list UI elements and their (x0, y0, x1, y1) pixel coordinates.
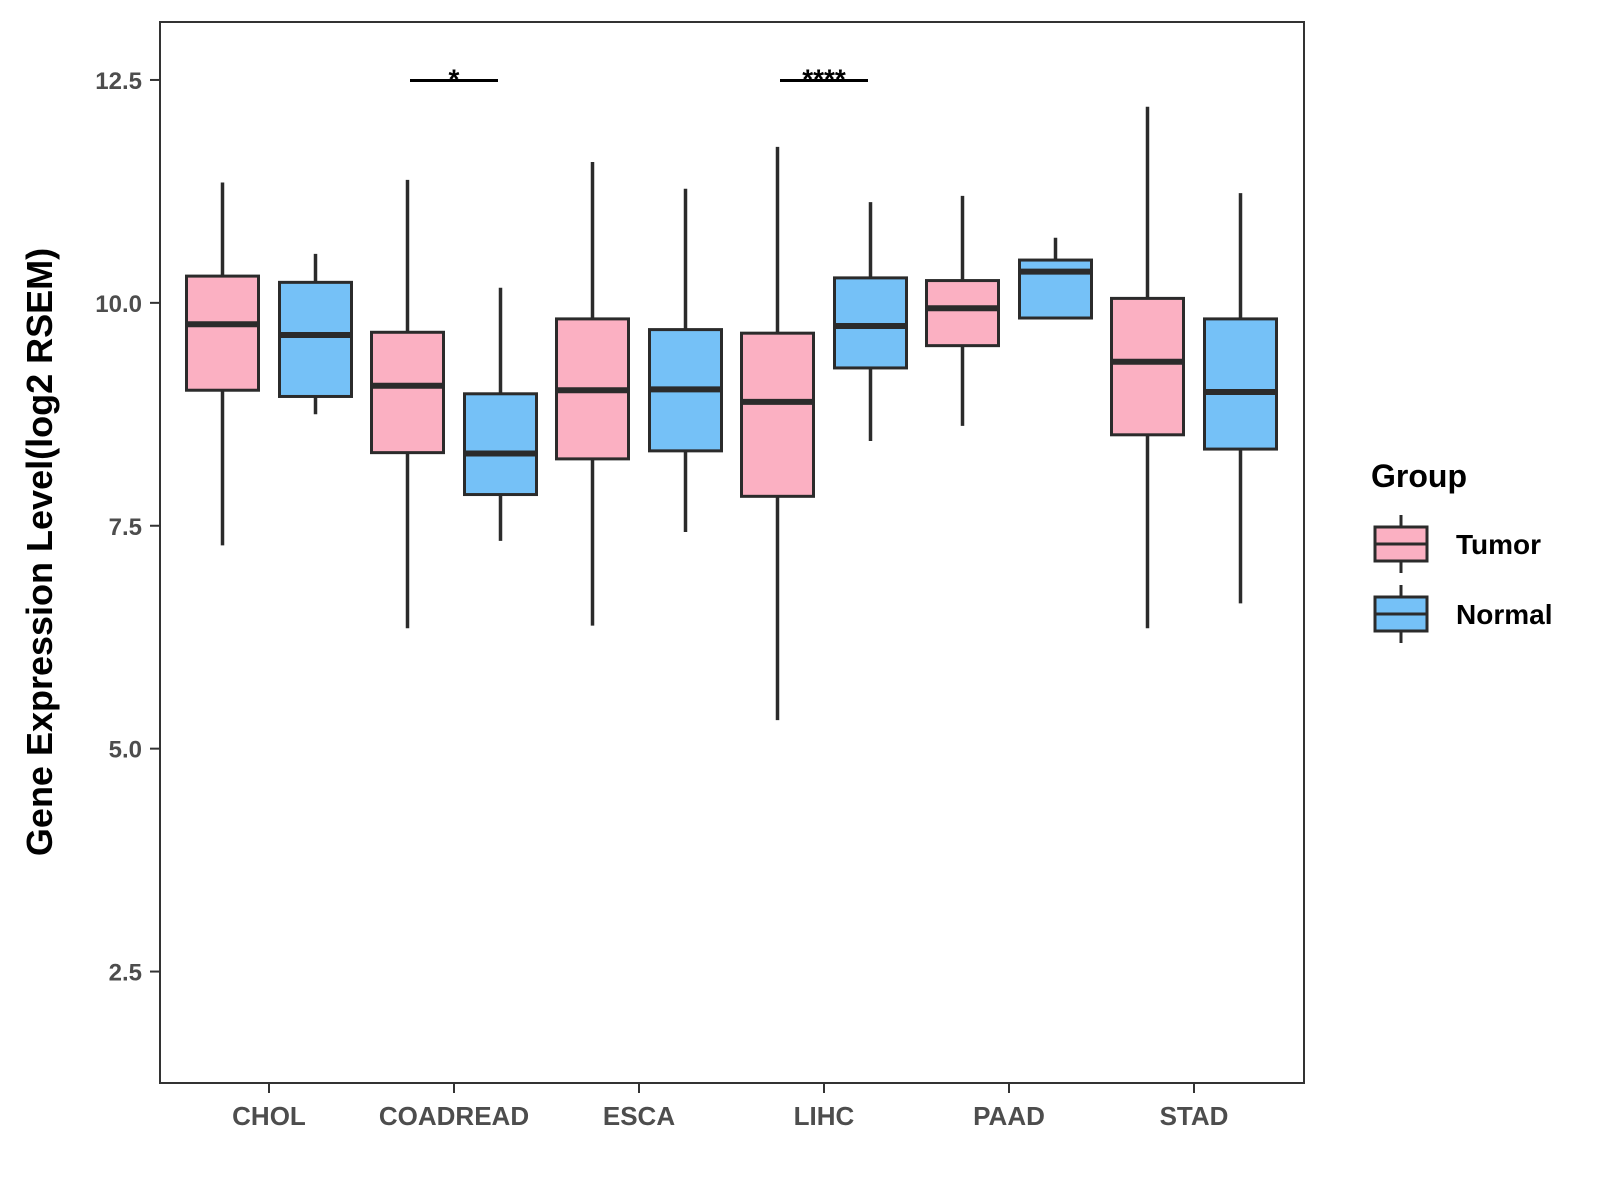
legend-label: Tumor (1456, 529, 1541, 560)
plot-panel (159, 21, 1305, 1084)
box-normal-paad (1018, 237, 1093, 320)
box-tumor-esca (555, 161, 630, 626)
box-normal-stad (1203, 193, 1278, 604)
box-body (1110, 296, 1185, 437)
box-body (370, 330, 445, 455)
box-body (463, 392, 538, 497)
box-body (740, 331, 815, 498)
box-tumor-lihc (740, 146, 815, 721)
significance-label: * (449, 63, 460, 94)
box-body (185, 274, 260, 392)
legend-entry-tumor: Tumor (1373, 515, 1541, 573)
significance-label: **** (802, 63, 846, 94)
x-tick-label: STAD (1160, 1101, 1229, 1131)
x-axis: CHOL COADREAD ESCA LIHC PAAD STAD (232, 1083, 1228, 1131)
box-body (925, 279, 1000, 348)
x-tick-label: CHOL (232, 1101, 306, 1131)
y-tick-label: 7.5 (109, 514, 142, 541)
box-tumor-paad (925, 195, 1000, 426)
y-tick-label: 10.0 (95, 291, 142, 318)
legend-title: Group (1371, 458, 1467, 494)
y-axis-title: Gene Expression Level(log2 RSEM) (19, 248, 60, 856)
box-body (278, 280, 353, 398)
x-tick-label: COADREAD (379, 1101, 529, 1131)
box-normal-coadread (463, 287, 538, 541)
box-tumor-stad (1110, 106, 1185, 629)
y-axis: 2.5 5.0 7.5 10.0 12.5 (95, 68, 160, 987)
y-tick-label: 12.5 (95, 68, 142, 95)
box-normal-esca (648, 188, 723, 532)
x-tick-label: ESCA (603, 1101, 675, 1131)
y-tick-label: 5.0 (109, 737, 142, 764)
box-body (1203, 317, 1278, 451)
significance-annotations: * **** (410, 63, 868, 94)
box-body (833, 276, 908, 370)
x-tick-label: LIHC (794, 1101, 855, 1131)
box-tumor-coadread (370, 179, 445, 629)
legend: Group Tumor Normal (1371, 458, 1552, 643)
box-normal-chol (278, 253, 353, 415)
x-tick-label: PAAD (973, 1101, 1045, 1131)
box-tumor-chol (185, 182, 260, 546)
box-normal-lihc (833, 202, 908, 442)
box-series (185, 106, 1278, 721)
y-tick-label: 2.5 (109, 960, 142, 987)
legend-entry-normal: Normal (1373, 585, 1552, 643)
legend-label: Normal (1456, 599, 1552, 630)
